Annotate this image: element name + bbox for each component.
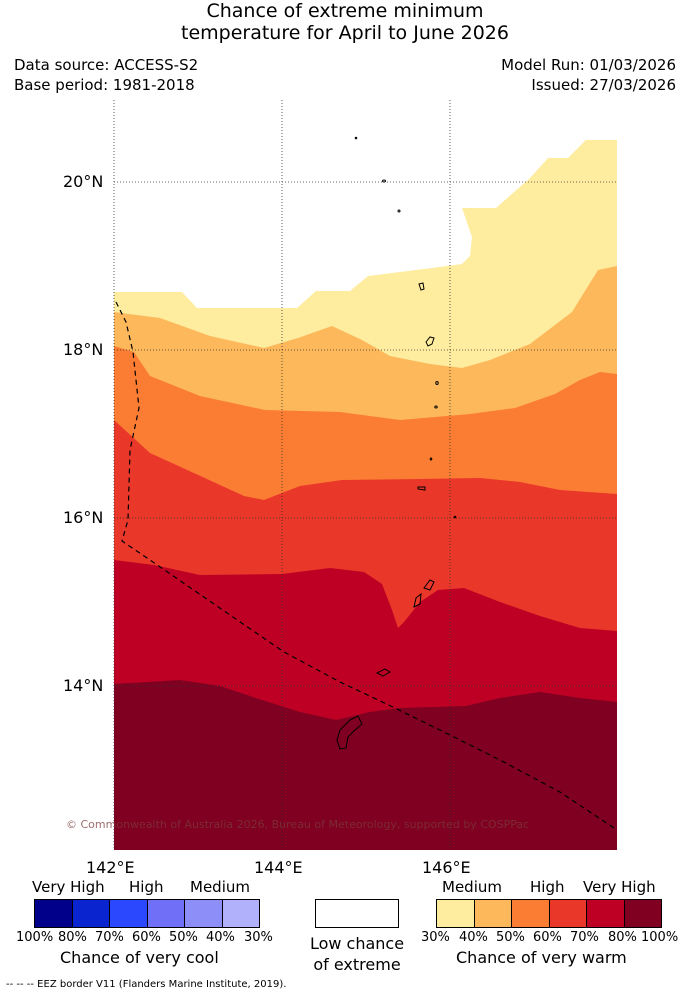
lat-label-20n: 20°N	[63, 172, 104, 191]
warm-legend-label: Chance of very warm	[456, 948, 627, 967]
neutral-label-line1: Low chance	[309, 934, 405, 953]
cool-swatch-40-50	[185, 900, 223, 927]
warm-swatch-80-100	[624, 900, 661, 927]
cool-cat-medium: Medium	[190, 878, 250, 896]
model-run: Model Run: 01/03/2026	[501, 56, 676, 74]
warm-swatch-50-60	[512, 900, 550, 927]
islands	[336, 136, 457, 750]
cool-swatch-80-100	[35, 900, 73, 927]
cool-colorbar	[34, 899, 260, 928]
warm-swatch-30-40	[437, 900, 475, 927]
issued-date: Issued: 27/03/2026	[531, 76, 676, 94]
warm-tick-70: 70%	[570, 930, 599, 945]
map-title-line2: temperature for April to June 2026	[181, 22, 509, 44]
warm-tick-30: 30%	[421, 930, 450, 945]
copyright-notice: © Commonwealth of Australia 2026, Bureau…	[66, 818, 530, 831]
cool-swatch-60-70	[110, 900, 148, 927]
warm-tick-100: 100%	[641, 930, 679, 945]
lon-label-146e: 146°E	[422, 858, 471, 877]
warm-tick-60: 60%	[533, 930, 562, 945]
cool-tick-40: 40%	[206, 930, 235, 945]
warm-tick-40: 40%	[459, 930, 488, 945]
lat-label-16n: 16°N	[63, 508, 104, 527]
eez-footnote: -- -- -- EEZ border V11 (Flanders Marine…	[6, 979, 287, 990]
warm-zone-80-100	[114, 680, 617, 850]
base-period: Base period: 1981-2018	[14, 76, 195, 94]
probability-map	[114, 140, 617, 850]
warm-swatch-40-50	[474, 900, 512, 927]
lat-label-14n: 14°N	[63, 676, 104, 695]
warm-swatch-60-70	[549, 900, 587, 927]
map-title-line1: Chance of extreme minimum	[206, 0, 484, 22]
lat-label-18n: 18°N	[63, 340, 104, 359]
cool-cat-very-high: Very High	[32, 878, 105, 896]
gridlines	[113, 100, 617, 850]
warm-colorbar	[436, 899, 662, 928]
warm-tick-50: 50%	[496, 930, 525, 945]
cool-swatch-50-60	[147, 900, 185, 927]
data-source: Data source: ACCESS-S2	[14, 56, 199, 74]
cool-legend-label: Chance of very cool	[60, 948, 219, 967]
warm-cat-very-high: Very High	[583, 878, 656, 896]
warm-cat-high: High	[530, 878, 565, 896]
cool-tick-50: 50%	[169, 930, 198, 945]
lon-label-142e: 142°E	[86, 858, 135, 877]
lon-label-144e: 144°E	[254, 858, 303, 877]
warm-swatch-70-80	[587, 900, 625, 927]
cool-cat-high: High	[129, 878, 164, 896]
neutral-swatch	[315, 899, 399, 928]
neutral-label-line2: of extreme	[313, 955, 401, 974]
warm-tick-80: 80%	[608, 930, 637, 945]
cool-swatch-30-40	[222, 900, 259, 927]
cool-tick-60: 60%	[132, 930, 161, 945]
cool-tick-80: 80%	[58, 930, 87, 945]
cool-tick-30: 30%	[244, 930, 273, 945]
eez-border	[115, 301, 618, 831]
cool-tick-100: 100%	[16, 930, 54, 945]
cool-swatch-70-80	[72, 900, 110, 927]
cool-tick-70: 70%	[95, 930, 124, 945]
warm-cat-medium: Medium	[442, 878, 502, 896]
